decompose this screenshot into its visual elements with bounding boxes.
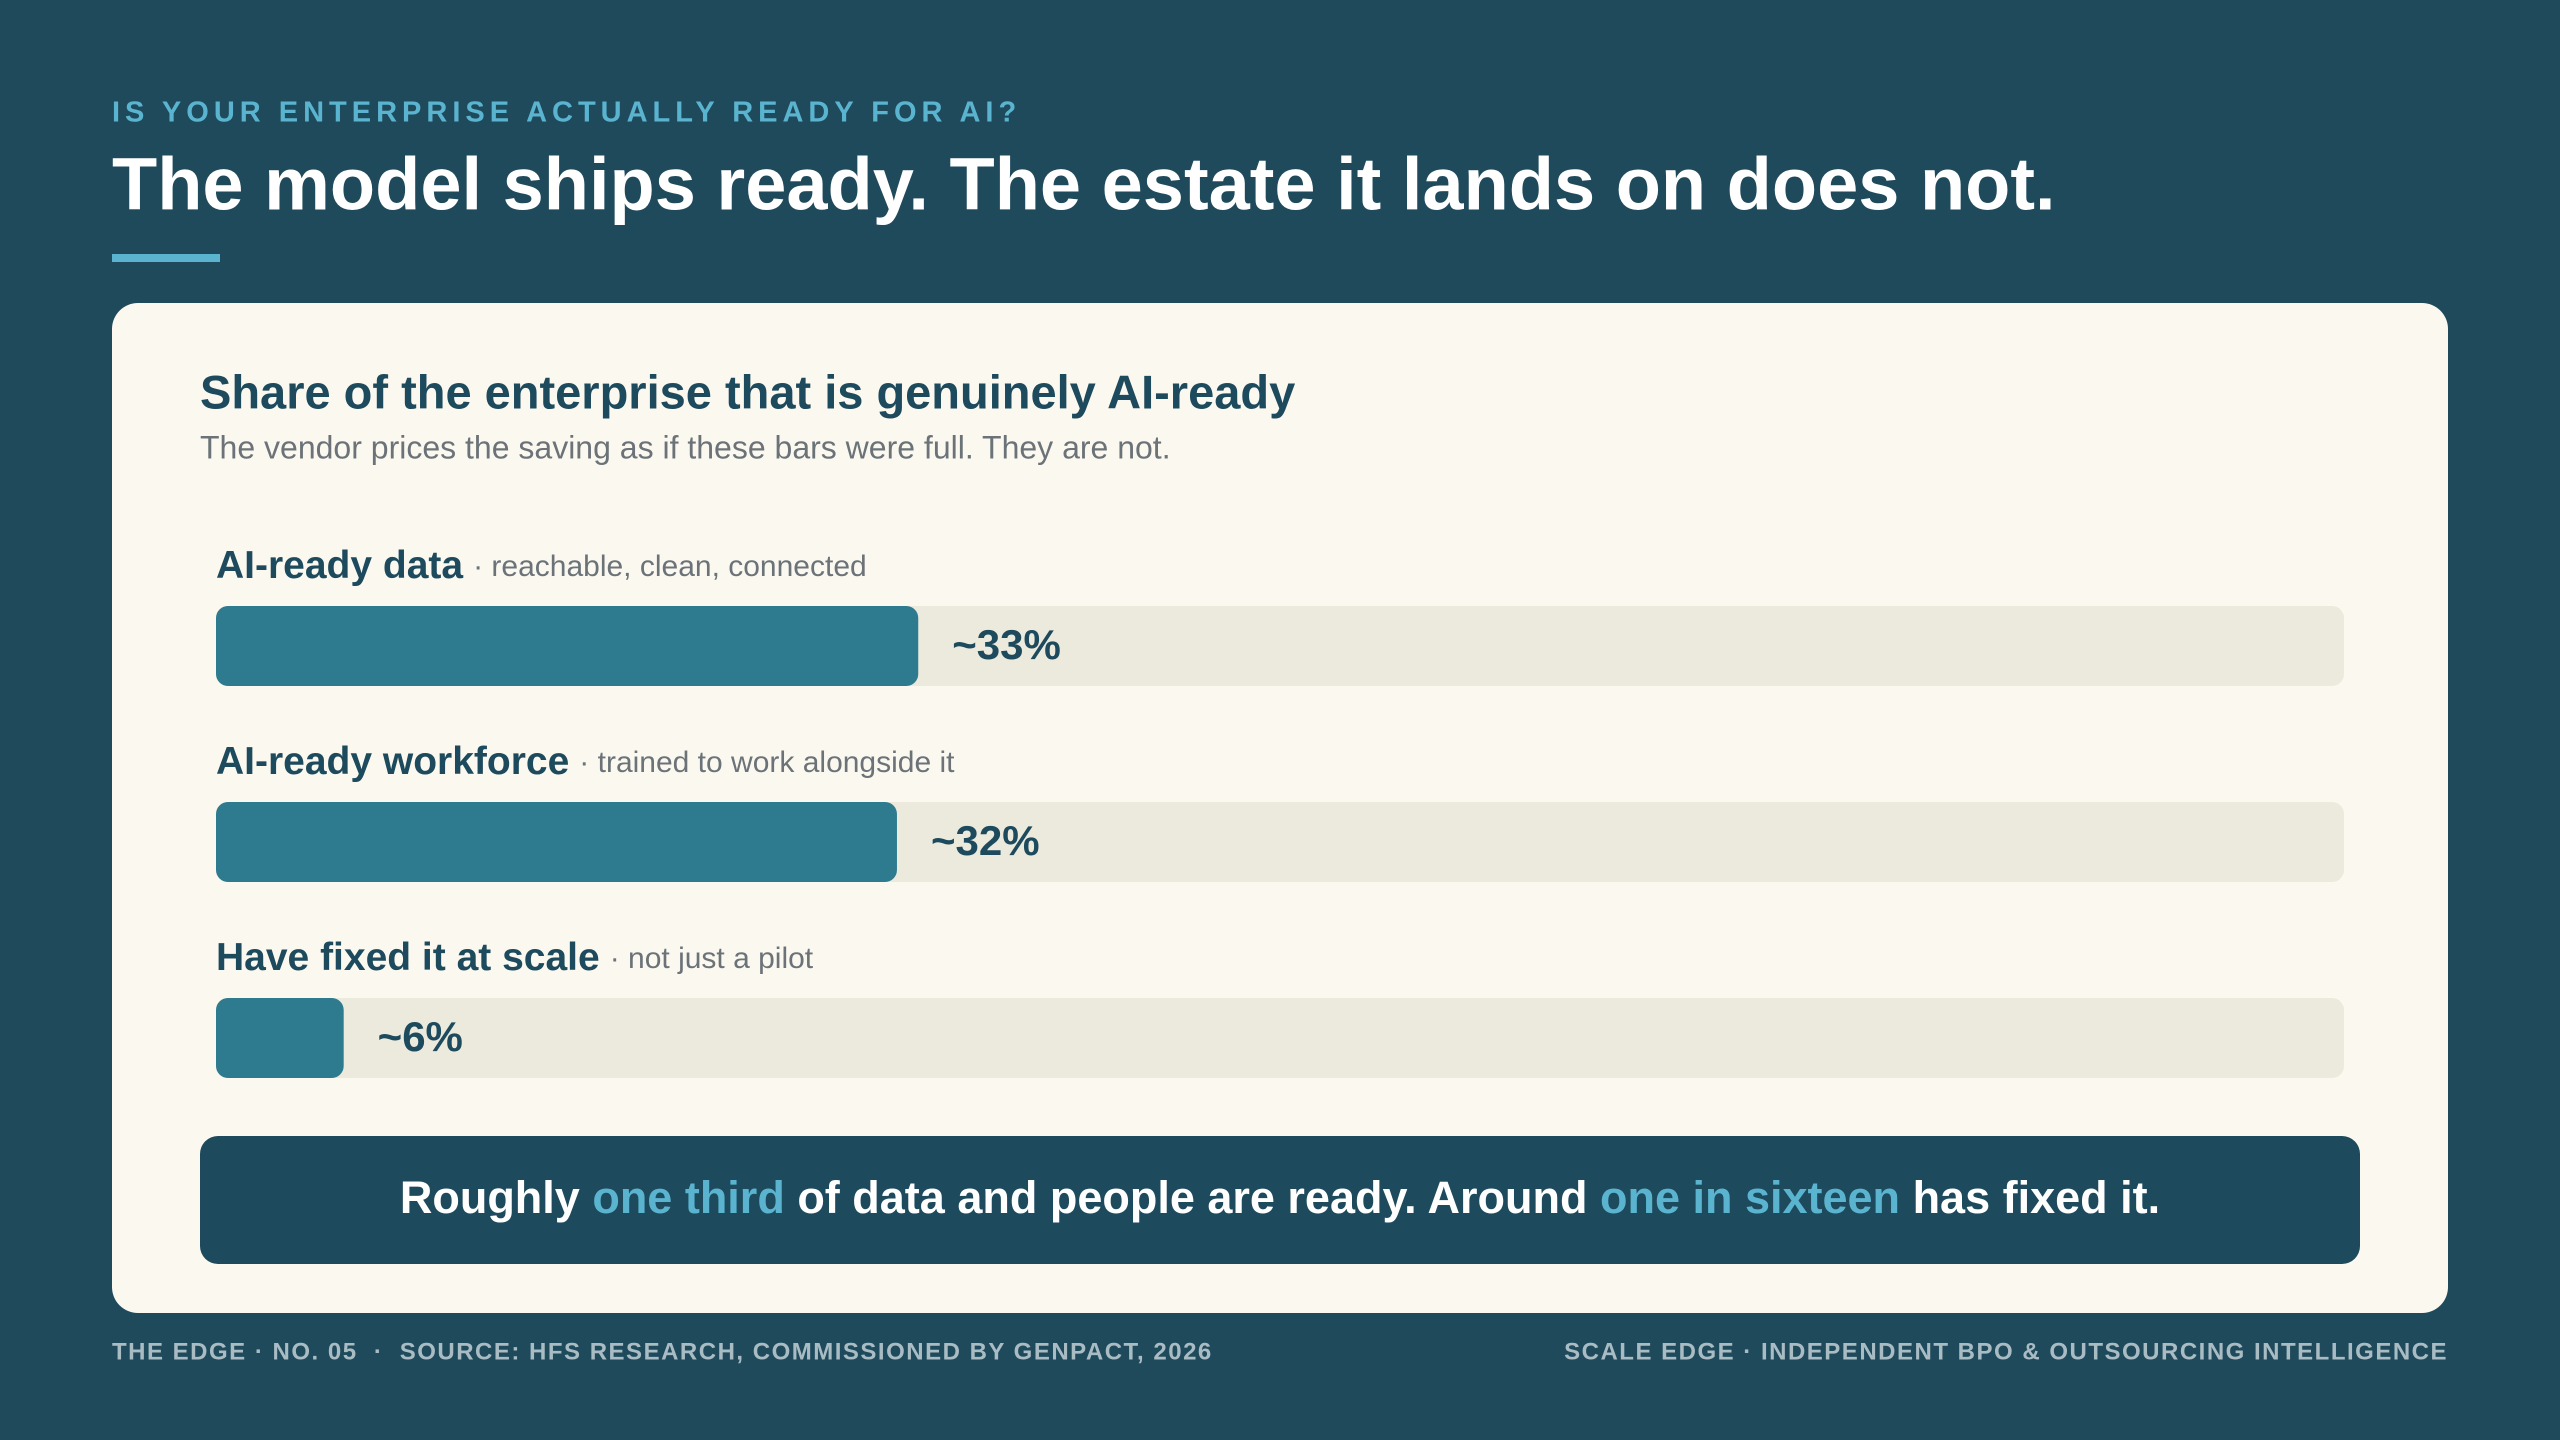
- bar-chart: AI-ready data · reachable, clean, connect…: [216, 544, 2344, 1078]
- category-name: AI-ready workforce: [216, 740, 569, 783]
- bar: [216, 802, 897, 882]
- value-label: ~33%: [952, 621, 1061, 668]
- value-label: ~32%: [931, 817, 1040, 864]
- category-name: Have fixed it at scale: [216, 936, 600, 979]
- category-label: AI-ready data · reachable, clean, connect…: [216, 544, 867, 587]
- bar: [216, 998, 344, 1078]
- category-description: · not just a pilot: [610, 942, 814, 975]
- headline: The model ships ready. The estate it lan…: [112, 143, 2056, 226]
- bar-track: [216, 998, 2344, 1078]
- category-description: · reachable, clean, connected: [473, 550, 867, 583]
- callout-highlight: one in sixteen: [1600, 1172, 1900, 1223]
- callout-segment: Roughly: [400, 1172, 592, 1223]
- category-name: AI-ready data: [216, 544, 463, 587]
- title-underline: [112, 254, 220, 262]
- category-description: · trained to work alongside it: [579, 746, 955, 779]
- chart-title: Share of the enterprise that is genuinel…: [200, 365, 1295, 418]
- kicker: IS YOUR ENTERPRISE ACTUALLY READY FOR AI…: [112, 97, 1021, 129]
- callout-box: [200, 1136, 2360, 1264]
- chart-subtitle: The vendor prices the saving as if these…: [200, 429, 1171, 465]
- value-label: ~6%: [378, 1013, 463, 1060]
- bar: [216, 606, 919, 686]
- category-label: AI-ready workforce · trained to work alon…: [216, 740, 955, 783]
- callout-segment: of data and people are ready. Around: [785, 1172, 1600, 1223]
- callout-highlight: one third: [592, 1172, 784, 1223]
- footer-right: SCALE EDGE · INDEPENDENT BPO & OUTSOURCI…: [1564, 1338, 2448, 1365]
- footer-left: THE EDGE · NO. 05 · SOURCE: HFS RESEARCH…: [112, 1338, 1213, 1365]
- callout-segment: has fixed it.: [1900, 1172, 2160, 1223]
- callout-text: Roughly one third of data and people are…: [400, 1172, 2160, 1223]
- category-label: Have fixed it at scale · not just a pilot: [216, 936, 814, 979]
